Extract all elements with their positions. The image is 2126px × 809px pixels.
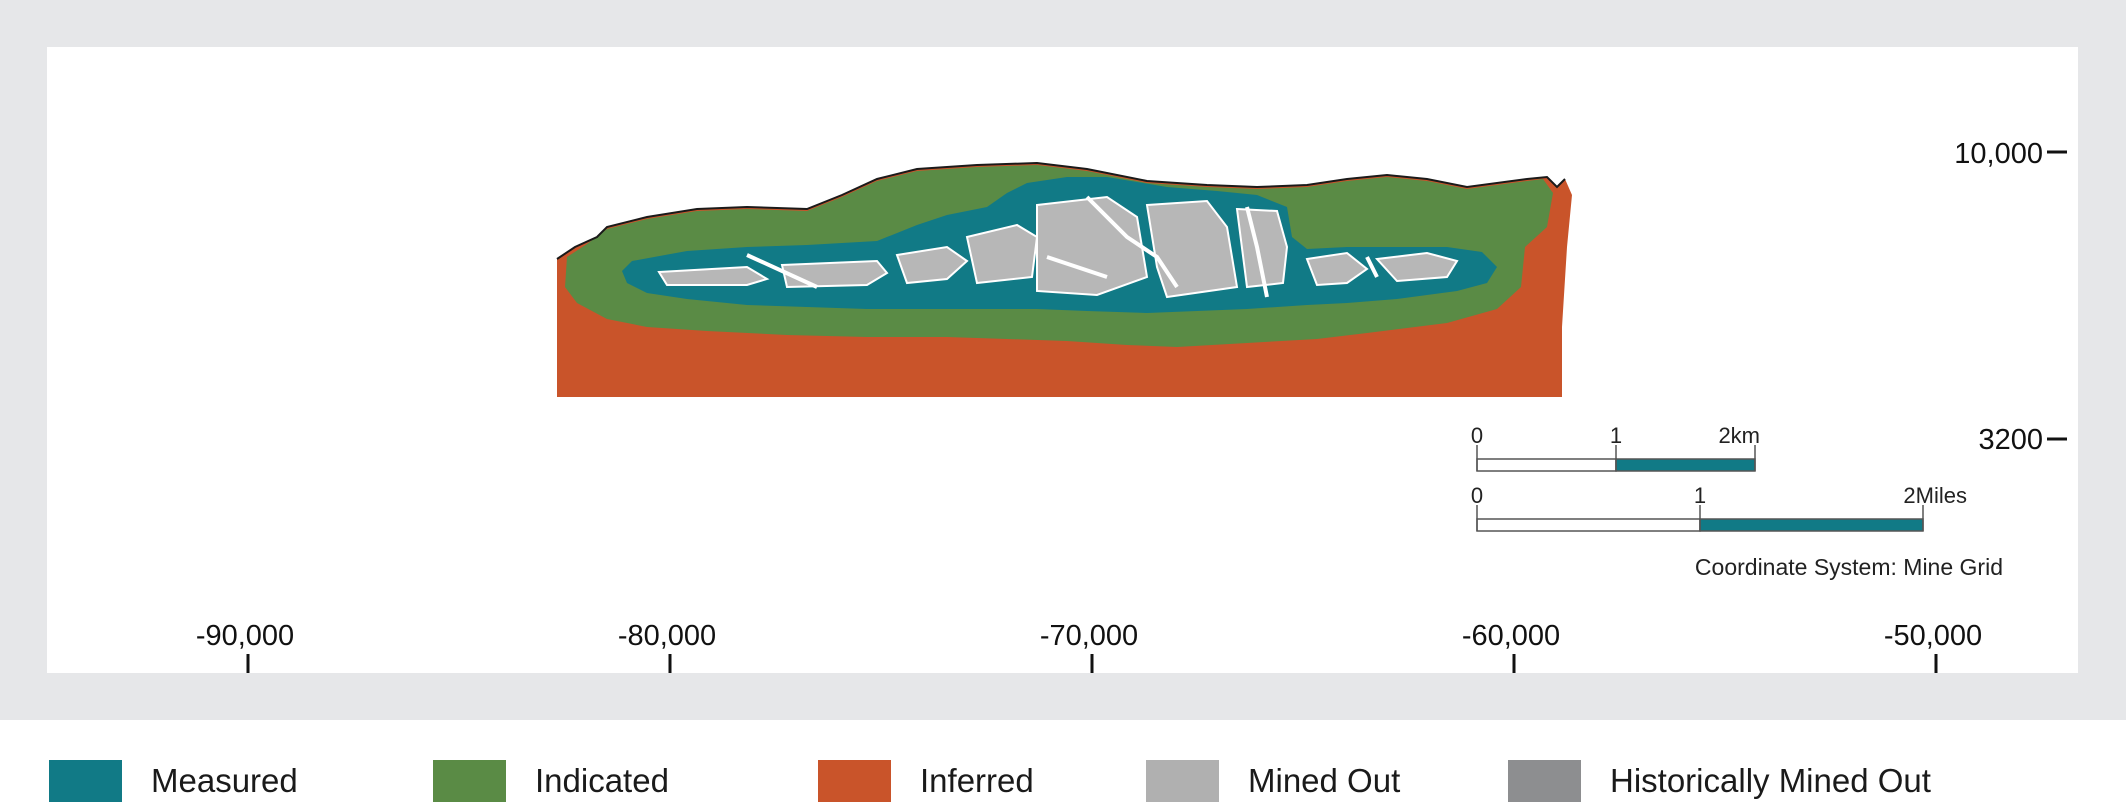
easting-tick-label-90000: -90,000 (196, 620, 294, 652)
scale-bar-km: 0 1 2km (1471, 423, 1760, 472)
topography-line (556, 161, 1566, 260)
legend-swatch-indicated (433, 760, 506, 802)
legend-swatch-mined-out (1146, 760, 1219, 802)
easting-tick-label-60000: -60,000 (1462, 620, 1560, 652)
easting-tick-label-70000: -70,000 (1040, 620, 1138, 652)
mined-out-areas (657, 195, 1459, 299)
legend-swatch-historically-mined-out (1508, 760, 1581, 802)
long-section-map: 10,000 3200 -90,000 -80,000 -70,000 -60,… (196, 138, 2067, 673)
legend-label-indicated: Indicated (535, 762, 669, 799)
legend-label-inferred: Inferred (920, 762, 1034, 799)
scale-bar-miles: 0 1 2Miles (1471, 483, 1967, 532)
legend-label-measured: Measured (151, 762, 298, 799)
stope-lines (746, 195, 1379, 298)
long-section-map-panel: 10,000 3200 -90,000 -80,000 -70,000 -60,… (47, 47, 2078, 673)
legend-swatch-measured (49, 760, 122, 802)
scale-miles-label-2: 2Miles (1903, 483, 1967, 508)
legend: Measured Indicated Inferred Mined Out Hi… (0, 720, 2126, 809)
scale-miles-label-1: 1 (1694, 483, 1706, 508)
scale-km-label-0: 0 (1471, 423, 1483, 448)
scale-km-label-2: 2km (1718, 423, 1760, 448)
easting-tick-label-80000: -80,000 (618, 620, 716, 652)
legend-label-historically-mined-out: Historically Mined Out (1610, 762, 1931, 799)
legend-swatch-inferred (818, 760, 891, 802)
scale-km-label-1: 1 (1610, 423, 1622, 448)
easting-tick-label-50000: -50,000 (1884, 620, 1982, 652)
legend-label-mined-out: Mined Out (1248, 762, 1401, 799)
elevation-tick-label-3200: 3200 (1978, 424, 2043, 456)
elevation-tick-label-10000: 10,000 (1954, 138, 2043, 170)
coordinate-system-label: Coordinate System: Mine Grid (1695, 554, 2003, 580)
scale-miles-label-0: 0 (1471, 483, 1483, 508)
elevation-axis: 10,000 3200 (1954, 138, 2067, 456)
easting-axis: -90,000 -80,000 -70,000 -60,000 -50,000 (196, 620, 1982, 673)
